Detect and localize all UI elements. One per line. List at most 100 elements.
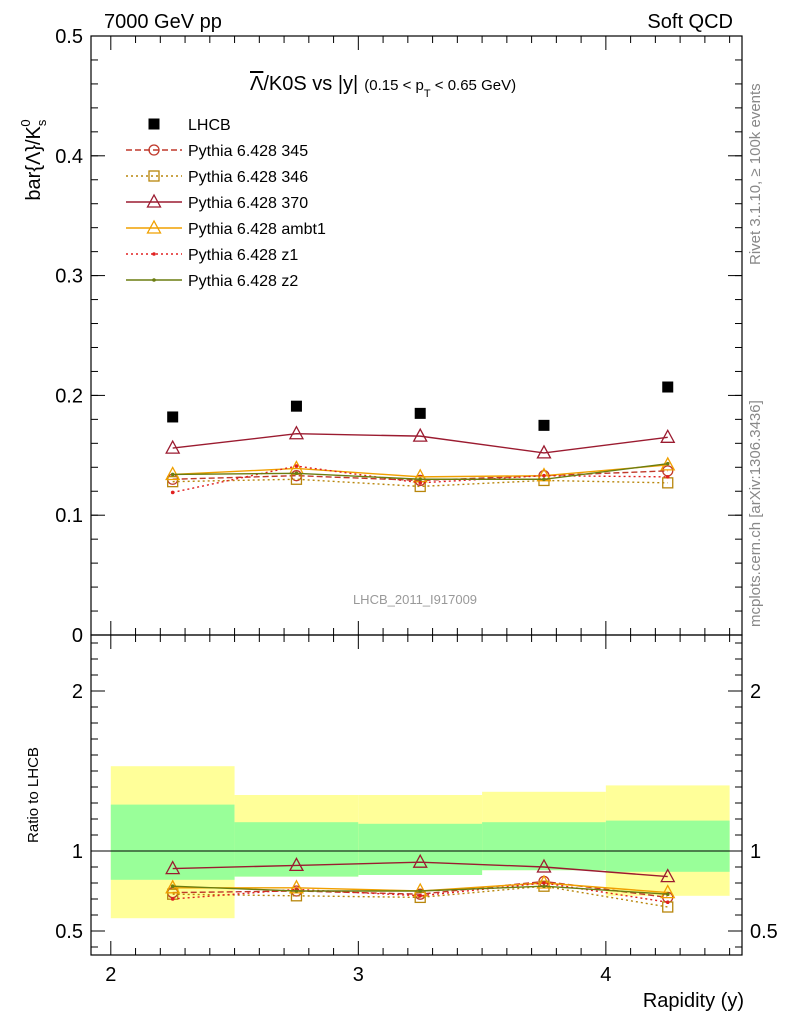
main-ytick-label: 0.2 <box>55 385 83 407</box>
ratio-ytick-label: 0.5 <box>55 921 83 943</box>
ratio-ytick-label-right: 1 <box>750 841 761 863</box>
band-inner-4 <box>605 820 730 872</box>
ratio-line-p370 <box>172 861 668 878</box>
ratio-point-p370-3 <box>536 858 552 873</box>
main-point-z1-2 <box>418 481 423 485</box>
legend-label-p370: Pythia 6.428 370 <box>188 195 308 212</box>
ratio-point-p370-2 <box>412 853 428 868</box>
ratio-point-z1-2 <box>418 894 423 898</box>
legend-marker-data <box>148 118 160 130</box>
header-left: 7000 GeV pp <box>104 11 222 33</box>
legend-marker-p346 <box>148 170 160 182</box>
ratio-uncertainty-bands <box>110 766 730 919</box>
main-data-point-3 <box>538 419 550 431</box>
legend-label-z2: Pythia 6.428 z2 <box>188 273 298 290</box>
title-overline-symbol: Λ <box>250 73 264 95</box>
main-point-z1-4 <box>665 475 670 479</box>
legend-marker-p370 <box>146 193 162 208</box>
legend-label-p346: Pythia 6.428 346 <box>188 169 308 186</box>
main-point-z2-1 <box>294 471 299 476</box>
main-point-p370-0 <box>165 439 181 454</box>
ylabel-sub: s <box>34 119 49 126</box>
main-point-z2-2 <box>418 477 423 482</box>
title-cut: (0.15 < p <box>364 77 424 94</box>
main-point-z2-0 <box>170 472 175 477</box>
main-ytick-label: 0.5 <box>55 26 83 48</box>
main-point-ambt1-0 <box>165 466 181 481</box>
header-right: Soft QCD <box>647 11 733 33</box>
legend-marker-p345 <box>148 144 160 156</box>
legend-entry-z2: Pythia 6.428 z2 <box>126 273 298 290</box>
main-title: Λ/K0S vs |y| (0.15 < pT < 0.65 GeV) <box>250 73 516 100</box>
legend-entry-p345: Pythia 6.428 345 <box>126 143 308 160</box>
band-inner-1 <box>234 822 359 877</box>
ratio-series-layer <box>165 853 676 913</box>
title-cut-sub: T <box>424 88 431 100</box>
main-point-z1-0 <box>170 490 175 495</box>
main-point-p370-4 <box>660 428 676 443</box>
ratio-point-z2-4 <box>665 892 670 896</box>
x-axis-label: Rapidity (y) <box>643 990 744 1012</box>
main-line-ambt1 <box>172 464 668 478</box>
title-rest: /K0S vs |y| <box>263 73 358 95</box>
x-tick-label: 4 <box>600 964 611 986</box>
main-point-p370-3 <box>536 444 552 459</box>
band-inner-3 <box>482 822 606 871</box>
title-cut-end: < 0.65 GeV) <box>431 77 516 94</box>
ratio-ylabel: Ratio to LHCB <box>25 747 42 843</box>
legend-entry-p370: Pythia 6.428 370 <box>126 193 308 212</box>
ratio-point-p370-4 <box>660 868 676 883</box>
legend-label-ambt1: Pythia 6.428 ambt1 <box>188 221 326 238</box>
x-tick-label: 2 <box>105 964 116 986</box>
side-mcplots-label: mcplots.cern.ch [arXiv:1306.3436] <box>747 400 764 627</box>
legend-entry-z1: Pythia 6.428 z1 <box>126 247 298 264</box>
main-ytick-label: 0.1 <box>55 505 83 527</box>
side-rivet-label: Rivet 3.1.10, ≥ 100k events <box>747 83 764 265</box>
main-point-p346-0 <box>167 476 179 488</box>
ratio-point-z2-2 <box>418 889 423 893</box>
ratio-ytick-label-right: 0.5 <box>750 921 778 943</box>
ratio-ytick-label: 1 <box>72 841 83 863</box>
main-data-point-4 <box>662 381 674 393</box>
watermark: LHCB_2011_I917009 <box>353 592 477 607</box>
main-ytick-label: 0 <box>72 625 83 647</box>
legend-label-z1: Pythia 6.428 z1 <box>188 247 298 264</box>
main-data-point-0 <box>167 411 179 423</box>
ratio-frame <box>90 634 743 956</box>
main-ytick-label: 0.3 <box>55 266 83 288</box>
main-line-p370 <box>172 433 668 454</box>
band-inner-2 <box>358 823 483 875</box>
main-point-p370-1 <box>288 425 305 440</box>
main-point-z1-3 <box>542 473 546 478</box>
ratio-point-z2-1 <box>294 889 299 893</box>
legend-entry-p346: Pythia 6.428 346 <box>126 169 308 186</box>
main-ylabel: bar{Λ}/Ks0 <box>18 119 49 201</box>
main-data-point-1 <box>290 400 302 412</box>
legend-entry-ambt1: Pythia 6.428 ambt1 <box>126 219 326 238</box>
axes-layer: 0 0.1 0.2 0.3 0.4 0.5 2 3 4 0.5 0.5 1 1 2 2 <box>55 26 778 986</box>
main-data-point-2 <box>414 407 426 419</box>
main-point-z2-4 <box>665 461 670 466</box>
main-point-z1-1 <box>294 464 299 468</box>
x-tick-label: 3 <box>353 964 364 986</box>
legend: LHCB Pythia 6.428 345 Pythia 6.428 346 Pyth… <box>126 117 326 290</box>
ratio-point-z2-0 <box>170 884 175 888</box>
main-point-p370-2 <box>412 427 428 442</box>
ratio-point-ambt1-4 <box>660 884 676 899</box>
ylabel-sup: 0 <box>18 119 33 126</box>
ratio-ytick-label-right: 2 <box>750 681 761 703</box>
ratio-point-z1-0 <box>170 897 175 901</box>
ratio-point-z1-4 <box>665 900 670 904</box>
main-ytick-label: 0.4 <box>55 146 83 168</box>
legend-marker-z1 <box>152 252 156 256</box>
legend-marker-z2 <box>152 278 156 282</box>
ratio-point-p370-0 <box>165 860 181 875</box>
legend-label-data: LHCB <box>188 117 231 134</box>
ratio-point-p370-1 <box>288 857 305 872</box>
ratio-point-z1-3 <box>542 881 546 885</box>
main-series-layer <box>165 381 676 495</box>
legend-marker-ambt1 <box>146 219 162 234</box>
ratio-ytick-label: 2 <box>72 681 83 703</box>
legend-entry-data: LHCB <box>148 117 231 134</box>
